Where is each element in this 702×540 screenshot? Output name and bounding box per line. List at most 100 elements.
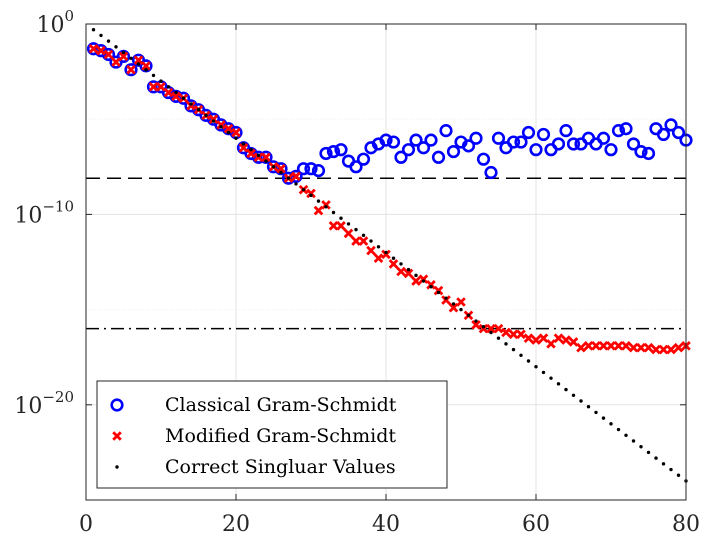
- data-point-cross: [276, 163, 286, 174]
- data-point-dot: [279, 170, 283, 175]
- data-point-circle: [379, 133, 393, 147]
- data-point-cross: [171, 91, 181, 102]
- data-point-dot: [211, 119, 216, 123]
- y-tick-label: 10−10: [14, 197, 74, 228]
- data-point-dot: [646, 450, 651, 455]
- data-point-circle: [304, 162, 318, 176]
- data-point-cross: [426, 280, 436, 290]
- data-point-circle: [476, 152, 491, 166]
- data-point-dot: [189, 102, 193, 106]
- data-point-dot: [669, 467, 673, 472]
- data-point-circle: [641, 146, 656, 161]
- data-point-circle: [394, 150, 408, 164]
- data-point-dot: [474, 319, 478, 323]
- data-point-dot: [129, 56, 133, 60]
- data-point-cross: [516, 329, 526, 340]
- data-point-circle: [124, 63, 138, 77]
- data-point-dot: [586, 405, 591, 409]
- data-point-dot: [196, 107, 201, 112]
- data-point-circle: [491, 131, 506, 145]
- data-point-dot: [549, 376, 553, 380]
- data-point-dot: [316, 199, 321, 203]
- data-point-dot: [256, 153, 261, 158]
- data-point-dot: [466, 313, 471, 318]
- data-point-dot: [444, 296, 448, 300]
- data-point-circle: [484, 165, 498, 180]
- data-point-dot: [301, 187, 306, 192]
- data-point-dot: [526, 359, 531, 363]
- data-point-circle: [626, 137, 641, 151]
- data-point-dot: [391, 256, 396, 260]
- data-point-dot: [534, 365, 538, 369]
- data-point-circle: [506, 135, 521, 149]
- data-point-circle: [334, 143, 348, 157]
- data-point-cross: [403, 268, 414, 279]
- data-point-cross: [621, 340, 631, 351]
- data-point-cross: [148, 82, 159, 92]
- data-point-circle: [356, 152, 371, 166]
- data-point-cross: [186, 101, 196, 111]
- data-point-circle: [619, 122, 633, 136]
- legend-label: Modified Gram-Schmidt: [165, 425, 396, 447]
- data-point-dot: [324, 205, 328, 209]
- data-point-dot: [541, 370, 546, 375]
- data-point-circle: [514, 135, 528, 149]
- legend-item: Correct Singluar Values: [115, 456, 396, 478]
- data-point-dot: [181, 96, 186, 100]
- data-point-cross: [501, 327, 511, 338]
- series-dot: [91, 28, 688, 483]
- data-point-circle: [326, 144, 341, 159]
- data-point-dot: [241, 142, 246, 146]
- data-point-circle: [634, 144, 648, 159]
- data-point-cross: [396, 266, 406, 277]
- legend-label: Correct Singluar Values: [165, 456, 396, 478]
- data-point-dot: [226, 130, 231, 135]
- data-point-circle: [431, 150, 446, 164]
- data-point-cross: [112, 431, 122, 441]
- data-point-dot: [579, 399, 583, 403]
- data-point-cross: [103, 49, 114, 60]
- data-point-circle: [439, 124, 453, 138]
- data-point-cross: [478, 323, 489, 334]
- data-point-cross: [666, 344, 676, 355]
- data-point-dot: [616, 427, 621, 432]
- data-point-cross: [291, 171, 301, 182]
- data-point-dot: [436, 290, 441, 295]
- data-point-cross: [313, 205, 324, 216]
- data-point-circle: [671, 125, 686, 140]
- data-point-cross: [553, 333, 564, 343]
- data-point-circle: [446, 144, 461, 159]
- data-point-circle: [409, 133, 423, 147]
- data-point-dot: [631, 439, 636, 443]
- data-point-dot: [421, 279, 426, 283]
- data-point-cross: [673, 342, 684, 353]
- data-point-circle: [416, 141, 431, 155]
- data-point-cross: [471, 320, 481, 330]
- data-point-dot: [676, 473, 681, 477]
- data-point-cross: [373, 253, 384, 263]
- data-point-circle: [424, 133, 438, 147]
- data-point-circle: [386, 135, 401, 149]
- data-point-dot: [361, 233, 366, 238]
- data-point-dot: [286, 176, 291, 180]
- data-point-cross: [223, 123, 234, 134]
- data-point-cross: [388, 259, 399, 269]
- data-point-dot: [624, 433, 628, 437]
- data-point-cross: [433, 285, 444, 296]
- data-point-cross: [88, 43, 99, 54]
- data-point-cross: [261, 152, 271, 163]
- data-point-dot: [99, 33, 103, 38]
- data-point-cross: [133, 55, 144, 65]
- data-point-circle: [319, 146, 333, 161]
- data-point-dot: [159, 79, 163, 83]
- data-point-cross: [576, 342, 586, 353]
- data-point-dot: [451, 302, 456, 306]
- x-tick-label: 40: [372, 512, 400, 537]
- data-point-circle: [566, 137, 581, 151]
- data-point-dot: [249, 147, 253, 152]
- legend: Classical Gram-Schmidt Modified Gram-Schm…: [96, 380, 448, 489]
- data-point-circle: [146, 80, 161, 94]
- data-point-dot: [106, 39, 111, 43]
- data-point-circle: [596, 131, 611, 145]
- data-point-circle: [311, 164, 326, 178]
